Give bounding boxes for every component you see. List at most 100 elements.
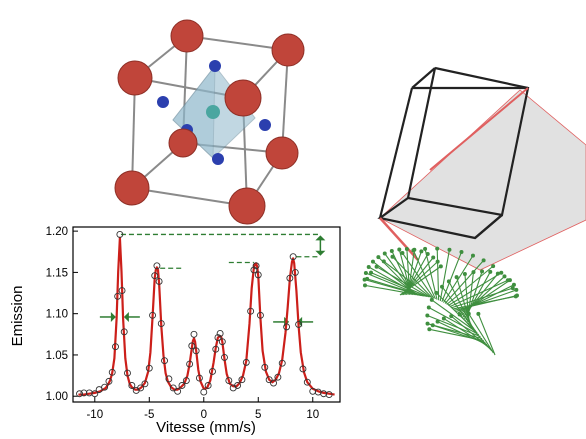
small-atom bbox=[209, 60, 221, 72]
large-atom bbox=[117, 60, 153, 96]
spin-arrow-head bbox=[426, 305, 431, 310]
spin-arrow-head bbox=[376, 255, 381, 260]
data-point bbox=[124, 369, 131, 377]
spin-arrow-head bbox=[514, 287, 519, 292]
spin-arrow-head bbox=[366, 264, 371, 269]
data-point bbox=[91, 390, 99, 398]
data-point bbox=[85, 389, 93, 397]
data-point bbox=[145, 364, 153, 372]
data-point bbox=[200, 388, 208, 396]
data-point bbox=[182, 377, 190, 384]
data-point bbox=[137, 384, 145, 392]
data-point bbox=[299, 365, 307, 373]
spin-arrow bbox=[412, 250, 436, 300]
large-atom bbox=[224, 79, 262, 117]
cube-edge bbox=[131, 187, 248, 207]
small-atom bbox=[212, 153, 224, 165]
y-tick-label: 1.15 bbox=[46, 267, 68, 279]
spin-arrow bbox=[370, 272, 428, 298]
spin-arrow bbox=[364, 284, 425, 297]
data-point bbox=[270, 379, 277, 387]
spin-arrow-head bbox=[499, 270, 504, 275]
data-point bbox=[186, 360, 194, 368]
data-point bbox=[105, 377, 113, 385]
spin-arrow-head bbox=[507, 278, 512, 283]
spin-arrow-head bbox=[459, 250, 464, 255]
data-point bbox=[155, 278, 163, 285]
x-ticks: -10 -5 0 5 10 bbox=[86, 397, 319, 421]
data-point bbox=[151, 272, 159, 280]
data-point bbox=[278, 359, 286, 367]
y-tick-label: 1.20 bbox=[46, 226, 68, 238]
data-point bbox=[112, 343, 119, 351]
spin-arrow bbox=[392, 256, 433, 299]
spin-arrow-head bbox=[382, 251, 387, 256]
x-tick-label: -5 bbox=[144, 409, 154, 421]
large-atom bbox=[271, 33, 305, 67]
cube-wire bbox=[474, 214, 503, 239]
data-point bbox=[325, 391, 333, 399]
data-point bbox=[320, 390, 328, 398]
y-ticks: 1.00 1.05 1.10 1.15 1.20 bbox=[46, 226, 78, 403]
data-point bbox=[157, 320, 165, 328]
data-point bbox=[141, 380, 149, 388]
x-axis-label: Vitesse (mm/s) bbox=[156, 419, 256, 436]
spin-arrow-head bbox=[370, 259, 375, 264]
data-point bbox=[256, 311, 264, 319]
spin-arrow-head bbox=[471, 270, 476, 275]
x-tick-label: -10 bbox=[86, 409, 103, 421]
data-point bbox=[188, 342, 196, 350]
spin-arrow-head bbox=[457, 312, 462, 317]
data-point bbox=[190, 330, 198, 338]
spin-arrow bbox=[383, 260, 431, 298]
data-point bbox=[101, 383, 109, 391]
data-point bbox=[289, 253, 297, 261]
spin-arrow-head bbox=[425, 321, 430, 326]
spin-arrow-head bbox=[438, 264, 443, 269]
large-atom bbox=[168, 128, 198, 158]
data-point bbox=[295, 320, 303, 328]
spin-arrow-head bbox=[488, 269, 493, 274]
spin-arrow-head bbox=[400, 251, 405, 256]
data-point bbox=[216, 330, 224, 337]
spin-arrow-head bbox=[495, 271, 500, 276]
data-point bbox=[204, 382, 212, 389]
data-point bbox=[128, 382, 136, 389]
spin-arrow-head bbox=[431, 255, 436, 260]
spin-arrow bbox=[441, 251, 462, 302]
data-point bbox=[242, 358, 250, 366]
data-point bbox=[95, 386, 103, 394]
spin-arrow bbox=[439, 249, 450, 302]
spin-arrow-head bbox=[419, 249, 424, 254]
spin-arrow-head bbox=[435, 246, 440, 251]
spin-arrow-head bbox=[480, 269, 485, 274]
spin-arrow bbox=[451, 287, 513, 309]
spin-arrow-head bbox=[462, 272, 467, 277]
spin-arrow bbox=[401, 252, 435, 299]
spin-arrow bbox=[448, 272, 502, 306]
spin-arrow bbox=[448, 281, 473, 328]
data-point bbox=[212, 345, 220, 353]
data-point bbox=[214, 334, 222, 342]
spin-arrow-head bbox=[511, 282, 516, 287]
data-point bbox=[209, 368, 216, 375]
y-tick-label: 1.10 bbox=[46, 309, 68, 321]
y-tick-label: 1.00 bbox=[46, 391, 68, 403]
cube-wireframe bbox=[377, 66, 530, 240]
data-point bbox=[234, 382, 242, 389]
data-point bbox=[247, 307, 255, 315]
data-point bbox=[286, 274, 294, 282]
spin-arrow-head bbox=[425, 313, 430, 318]
data-point bbox=[238, 376, 246, 384]
data-point bbox=[221, 353, 228, 361]
small-atom bbox=[157, 96, 169, 108]
diagonal-red bbox=[429, 87, 529, 171]
data-point bbox=[309, 387, 317, 395]
diagonal-red bbox=[379, 217, 419, 261]
data-point bbox=[274, 373, 282, 381]
data-point bbox=[261, 363, 269, 371]
spin-arrow-head bbox=[423, 246, 428, 251]
data-point bbox=[283, 323, 291, 331]
spin-arrow-head bbox=[476, 311, 481, 316]
